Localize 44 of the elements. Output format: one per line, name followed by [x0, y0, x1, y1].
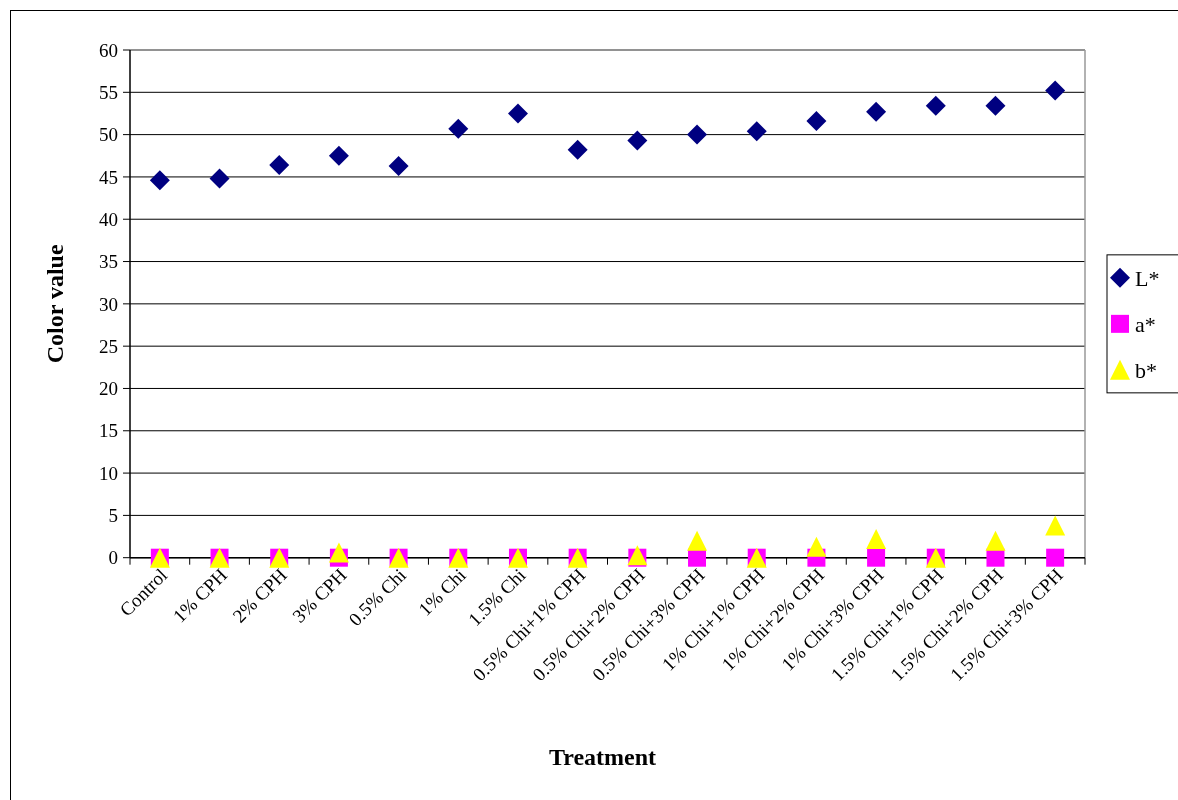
point — [269, 155, 290, 176]
point — [328, 145, 349, 166]
point — [985, 95, 1006, 116]
point — [1045, 80, 1066, 101]
point — [328, 542, 349, 563]
point — [1046, 548, 1065, 567]
y-tick-label: 50 — [99, 124, 118, 146]
point — [866, 101, 887, 122]
point — [448, 118, 469, 139]
point — [149, 170, 170, 191]
point — [1045, 515, 1066, 536]
legend-label: L* — [1135, 265, 1160, 291]
point — [507, 103, 528, 124]
x-tick-label: 3% CPH — [288, 564, 351, 627]
point — [687, 530, 708, 551]
y-tick-label: 40 — [99, 208, 118, 230]
legend-label: b* — [1135, 357, 1157, 383]
point — [627, 130, 648, 151]
y-tick-label: 5 — [108, 505, 118, 527]
y-tick-label: 45 — [99, 166, 118, 188]
y-tick-label: 10 — [99, 462, 118, 484]
point — [806, 111, 827, 132]
y-tick-label: 55 — [99, 81, 118, 103]
y-tick-label: 35 — [99, 251, 118, 273]
point — [687, 124, 708, 145]
x-tick-label: 1% Chi — [414, 564, 470, 620]
legend-label: a* — [1135, 311, 1156, 337]
point — [209, 168, 230, 189]
point — [567, 139, 588, 160]
point — [806, 536, 827, 557]
x-axis-title: Treatment — [548, 744, 657, 771]
y-tick-label: 15 — [99, 420, 118, 442]
y-tick-label: 60 — [99, 39, 118, 61]
y-tick-label: 25 — [99, 335, 118, 357]
point — [388, 155, 409, 176]
point — [746, 121, 767, 142]
point — [925, 95, 946, 116]
y-axis-title: Color value — [42, 244, 69, 364]
y-tick-label: 20 — [99, 378, 118, 400]
point — [866, 529, 887, 550]
y-tick-label: 30 — [99, 293, 118, 315]
point — [867, 548, 886, 567]
point — [985, 530, 1006, 551]
y-tick-label: 0 — [108, 547, 118, 569]
